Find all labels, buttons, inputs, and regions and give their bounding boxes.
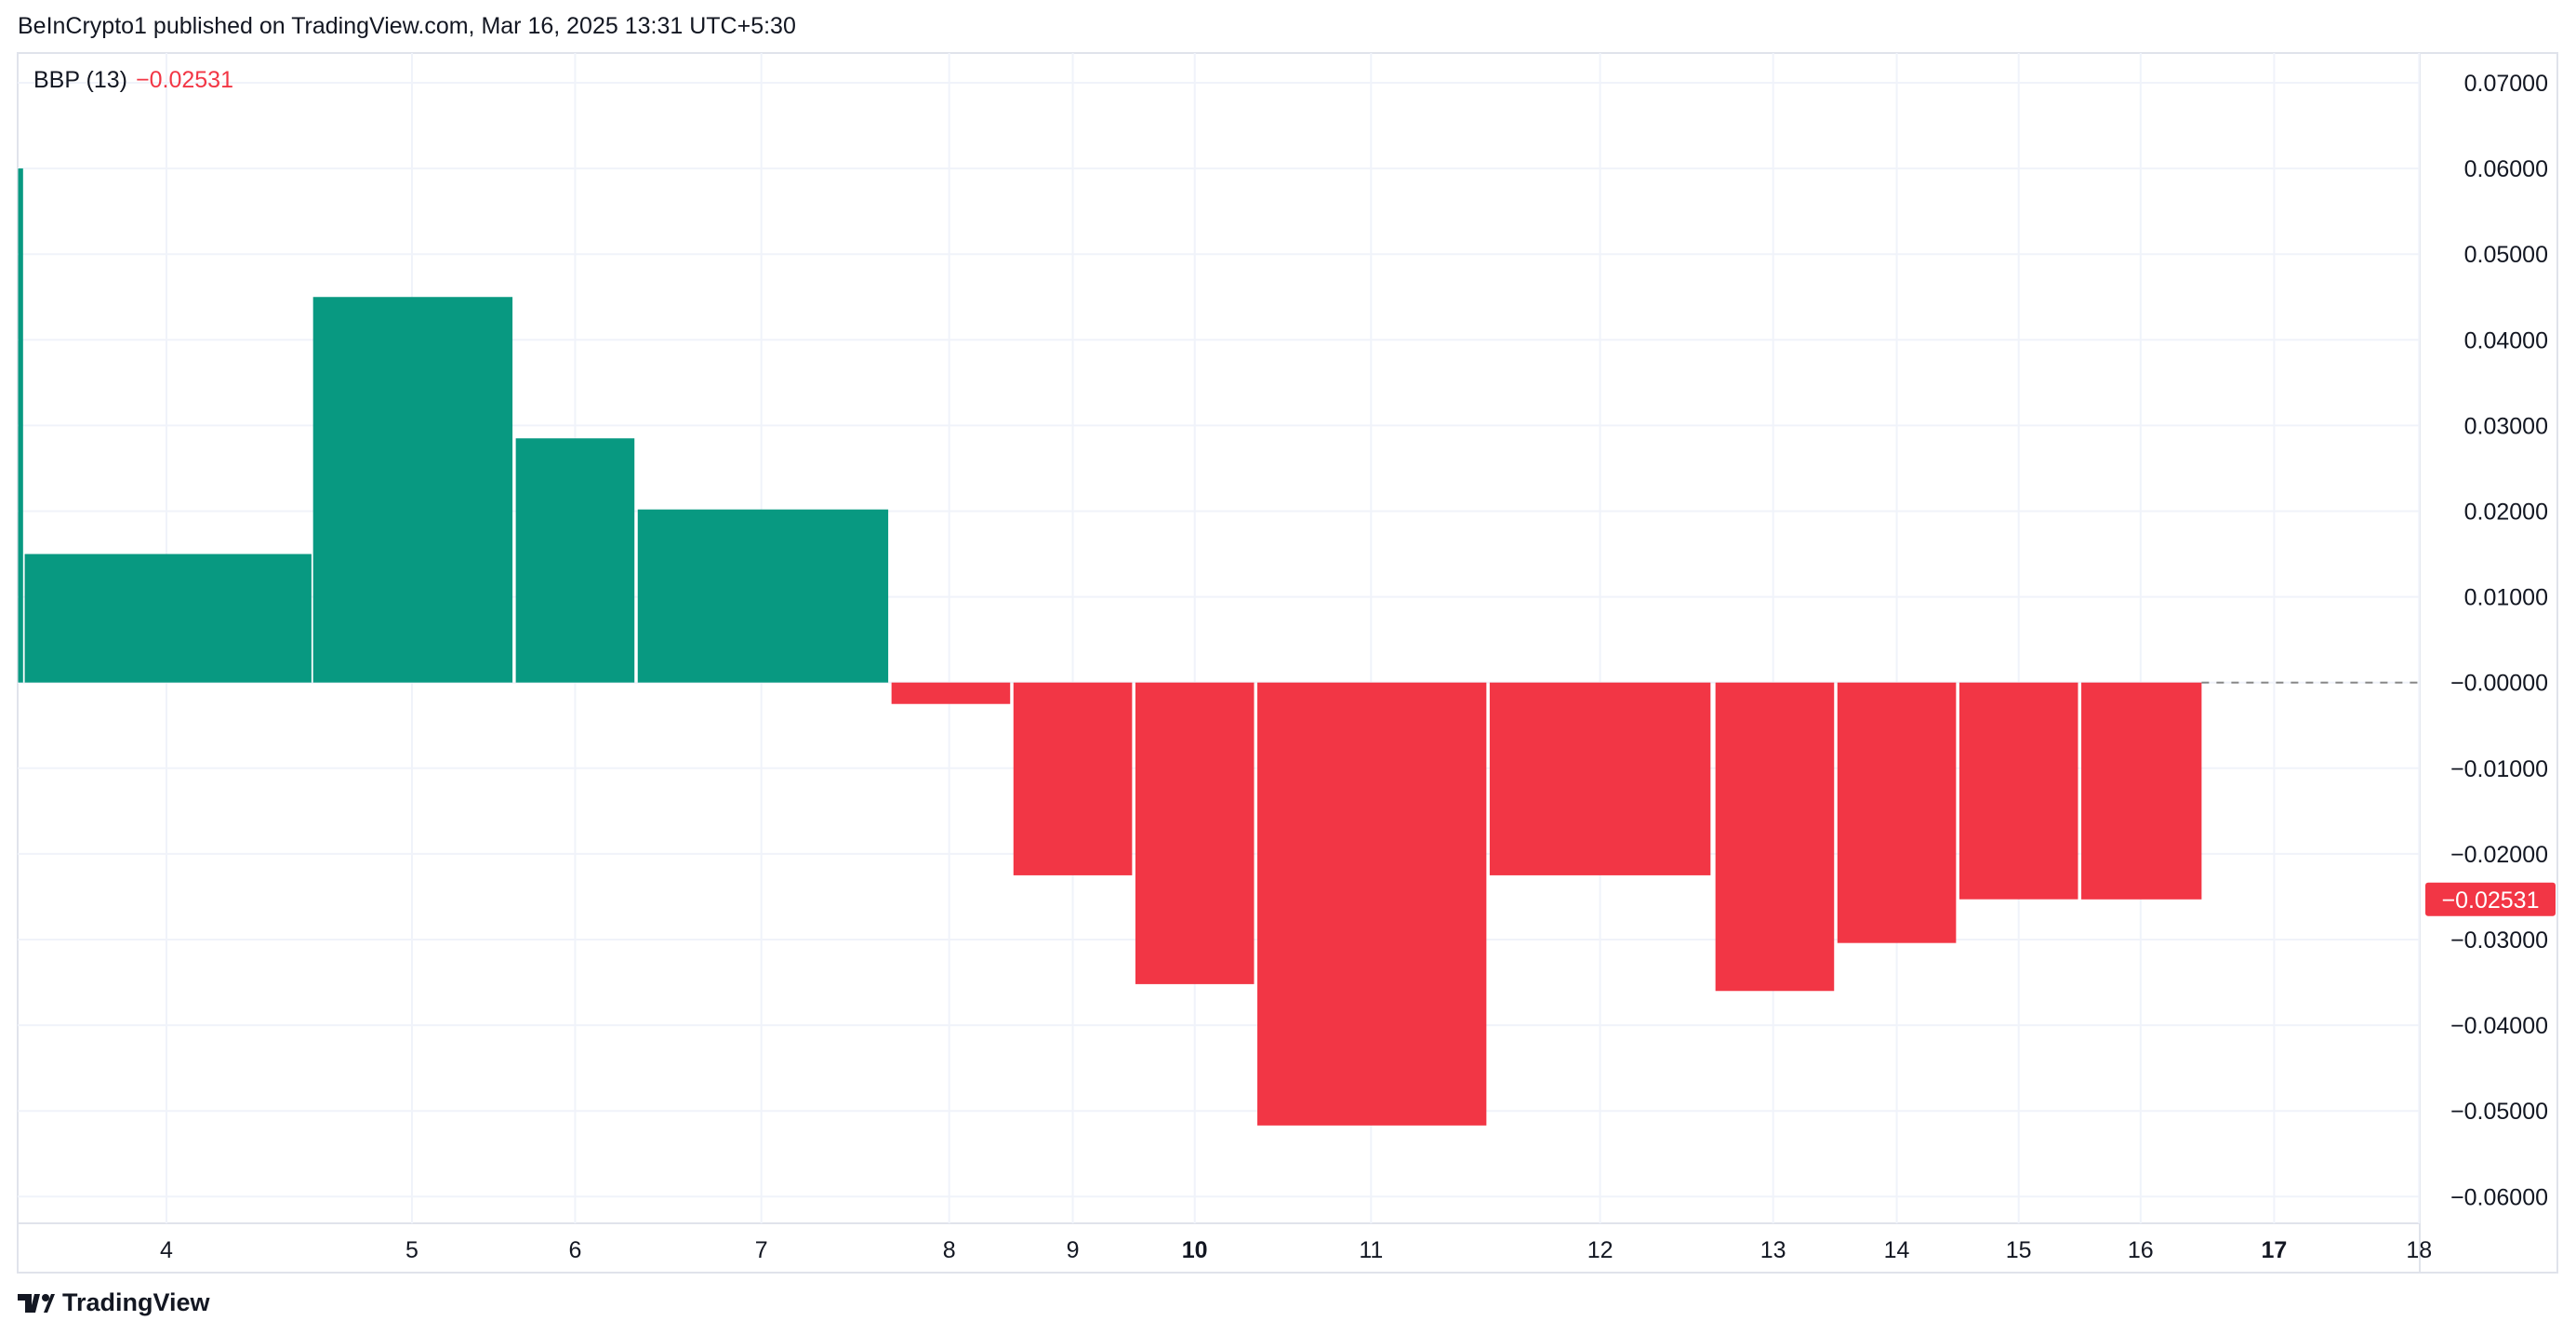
x-tick-label: 17	[2261, 1237, 2287, 1263]
chart-frame	[17, 52, 2558, 1274]
y-tick-label: 0.05000	[2464, 242, 2548, 268]
bbp-bar	[312, 297, 513, 683]
x-tick-label: 16	[2128, 1237, 2154, 1263]
x-tick-label: 4	[160, 1237, 173, 1263]
bbp-bar	[515, 438, 635, 683]
y-tick-label: 0.06000	[2464, 156, 2548, 182]
y-tick-label: 0.01000	[2464, 585, 2548, 611]
last-value-label: −0.02531	[2442, 887, 2540, 914]
footer-brand: TradingView	[62, 1288, 210, 1316]
bbp-bar	[18, 168, 23, 683]
y-tick-label: −0.01000	[2450, 756, 2548, 782]
x-tick-label: 5	[405, 1237, 418, 1263]
bbp-bar	[2081, 682, 2202, 900]
publish-info: BeInCrypto1 published on TradingView.com…	[18, 13, 796, 39]
y-tick-label: −0.03000	[2450, 927, 2548, 954]
bbp-bar	[891, 682, 1011, 704]
y-tick-label: 0.07000	[2464, 71, 2548, 97]
bbp-bar	[1013, 682, 1133, 875]
tradingview-logo: TradingView	[18, 1288, 210, 1317]
x-tick-label: 7	[755, 1237, 768, 1263]
y-tick-label: 0.03000	[2464, 413, 2548, 439]
bbp-bar	[1837, 682, 1957, 943]
x-tick-label: 6	[568, 1237, 581, 1263]
bbp-bar	[1489, 682, 1711, 875]
tradingview-logo-icon	[18, 1293, 55, 1313]
y-tick-label: −0.06000	[2450, 1184, 2548, 1210]
legend-name: BBP (13)	[33, 67, 127, 93]
x-tick-label: 9	[1067, 1237, 1080, 1263]
bbp-bar	[637, 509, 889, 683]
x-tick-label: 11	[1359, 1237, 1383, 1263]
y-axis: 0.07000 0.06000 0.05000 0.04000 0.03000 0.020…	[2425, 71, 2556, 1210]
bbp-bar	[24, 554, 312, 683]
y-tick-label: 0.04000	[2464, 327, 2548, 354]
bbp-bar	[1715, 682, 1835, 992]
x-tick-label: 14	[1884, 1237, 1910, 1263]
x-tick-label: 15	[2006, 1237, 2032, 1263]
bbp-bar	[1257, 682, 1487, 1126]
bbp-bar	[1135, 682, 1255, 984]
bbp-bar	[1959, 682, 2078, 900]
bars	[18, 168, 2420, 1126]
x-tick-label: 10	[1182, 1237, 1208, 1263]
x-tick-label: 12	[1587, 1237, 1613, 1263]
x-tick-label: 18	[2406, 1237, 2432, 1263]
last-value-badge	[2425, 882, 2556, 916]
x-axis: 4 5 6 7 8 9 10 11 12 13 14 15 16 17 18	[160, 1237, 2432, 1263]
x-tick-label: 8	[943, 1237, 956, 1263]
x-tick-label: 13	[1760, 1237, 1786, 1263]
y-tick-label: 0.02000	[2464, 500, 2548, 526]
y-tick-label: −0.02000	[2450, 842, 2548, 868]
legend-value: −0.02531	[136, 67, 233, 93]
y-tick-label: −0.04000	[2450, 1013, 2548, 1039]
y-tick-label: −0.00000	[2450, 671, 2548, 697]
y-tick-label: −0.05000	[2450, 1099, 2548, 1125]
